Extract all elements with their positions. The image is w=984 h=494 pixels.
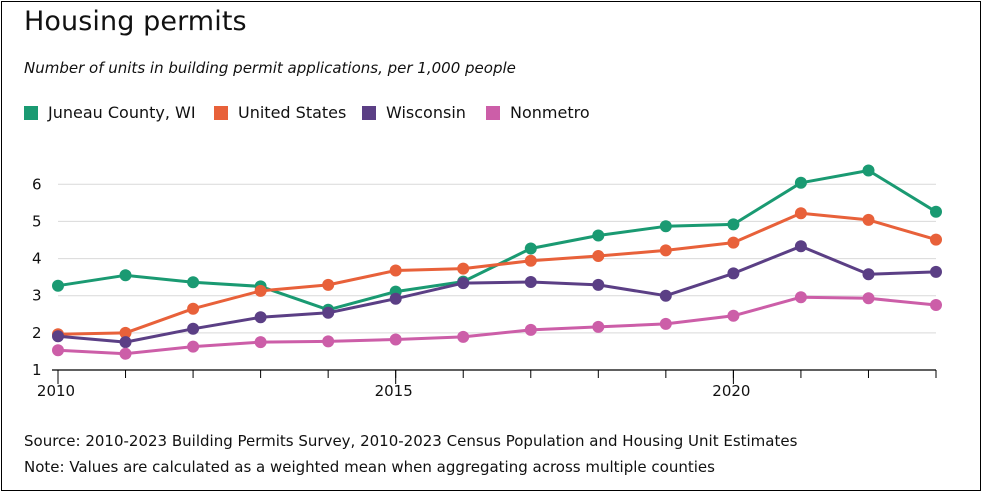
data-point-juneau-county-wi-2010 <box>52 279 64 292</box>
legend-label-nonmetro: Nonmetro <box>510 103 590 122</box>
data-point-wisconsin-2017 <box>524 276 537 288</box>
data-point-united-states-2013 <box>254 284 267 297</box>
data-point-wisconsin-2011 <box>119 336 132 349</box>
data-point-juneau-county-wi-2017 <box>524 242 537 255</box>
data-point-juneau-county-wi-2023 <box>930 205 942 218</box>
data-point-nonmetro-2011 <box>119 347 132 360</box>
data-point-juneau-county-wi-2020 <box>727 218 740 231</box>
data-point-wisconsin-2015 <box>389 292 402 305</box>
y-tick-label-2: 2 <box>32 324 42 342</box>
data-point-nonmetro-2018 <box>592 320 605 333</box>
methodology-note: Note: Values are calculated as a weighte… <box>24 458 715 476</box>
legend-label-wisconsin: Wisconsin <box>386 103 466 122</box>
data-point-united-states-2023 <box>930 233 942 246</box>
y-tick-label-3: 3 <box>32 287 42 305</box>
series-line-united-states <box>57 211 937 336</box>
data-point-united-states-2020 <box>727 236 740 249</box>
y-tick-label-5: 5 <box>32 212 42 230</box>
data-point-wisconsin-2020 <box>727 267 740 280</box>
data-point-wisconsin-2010 <box>52 330 64 343</box>
x-tick-label-2020: 2020 <box>712 382 750 400</box>
data-point-wisconsin-2021 <box>794 240 807 253</box>
data-point-nonmetro-2012 <box>187 340 200 353</box>
data-point-united-states-2021 <box>794 207 807 220</box>
data-point-united-states-2019 <box>659 244 672 257</box>
data-point-juneau-county-wi-2019 <box>659 220 672 233</box>
data-point-nonmetro-2013 <box>254 336 267 349</box>
legend-swatch-wisconsin <box>362 105 376 120</box>
data-point-juneau-county-wi-2022 <box>862 164 875 177</box>
data-point-united-states-2022 <box>862 213 875 226</box>
data-point-united-states-2014 <box>322 278 335 291</box>
data-point-nonmetro-2016 <box>457 330 470 343</box>
data-point-united-states-2017 <box>524 254 537 267</box>
legend-item-nonmetro: Nonmetro <box>486 103 590 122</box>
data-point-united-states-2015 <box>389 264 402 277</box>
data-point-wisconsin-2012 <box>187 322 200 335</box>
chart-title: Housing permits <box>24 6 247 37</box>
data-point-united-states-2012 <box>187 302 200 315</box>
series-line-nonmetro <box>57 295 937 356</box>
legend-swatch-nonmetro <box>486 105 500 120</box>
data-point-juneau-county-wi-2018 <box>592 229 605 242</box>
data-point-wisconsin-2013 <box>254 311 267 324</box>
data-point-united-states-2018 <box>592 250 605 262</box>
legend-label-united-states: United States <box>238 103 347 122</box>
data-point-nonmetro-2022 <box>862 292 875 305</box>
data-point-nonmetro-2021 <box>794 291 807 304</box>
data-point-nonmetro-2014 <box>322 335 335 348</box>
legend-item-juneau: Juneau County, WI <box>24 103 196 122</box>
legend-label-juneau: Juneau County, WI <box>48 103 196 122</box>
data-point-wisconsin-2018 <box>592 278 605 291</box>
legend-swatch-juneau <box>24 105 38 120</box>
data-point-nonmetro-2020 <box>727 309 740 322</box>
data-point-nonmetro-2023 <box>930 299 942 311</box>
x-tick-label-2015: 2015 <box>375 382 413 400</box>
legend-item-united-states: United States <box>214 103 346 122</box>
data-point-wisconsin-2019 <box>659 289 672 302</box>
series-line-wisconsin <box>57 244 937 344</box>
y-tick-label-1: 1 <box>32 361 42 379</box>
data-point-nonmetro-2015 <box>389 333 402 346</box>
data-point-juneau-county-wi-2012 <box>187 276 200 289</box>
y-tick-label-6: 6 <box>32 175 42 193</box>
chart-subtitle: Number of units in building permit appli… <box>24 59 516 77</box>
y-tick-label-4: 4 <box>32 250 42 268</box>
data-point-nonmetro-2017 <box>524 323 537 336</box>
data-point-united-states-2016 <box>457 262 470 275</box>
data-point-united-states-2011 <box>119 326 132 339</box>
x-tick-label-2010: 2010 <box>37 382 75 400</box>
data-point-juneau-county-wi-2011 <box>119 269 132 282</box>
legend-item-wisconsin: Wisconsin <box>362 103 466 122</box>
source-note: Source: 2010-2023 Building Permits Surve… <box>24 432 798 450</box>
series-line-juneau-county-wi <box>57 169 937 312</box>
data-point-wisconsin-2023 <box>930 265 942 278</box>
data-point-wisconsin-2016 <box>457 277 470 290</box>
data-point-nonmetro-2010 <box>52 344 64 357</box>
data-point-wisconsin-2022 <box>862 268 875 281</box>
data-point-juneau-county-wi-2021 <box>794 176 807 189</box>
data-point-wisconsin-2014 <box>322 306 335 319</box>
data-point-nonmetro-2019 <box>659 317 672 330</box>
legend-swatch-united-states <box>214 105 228 120</box>
